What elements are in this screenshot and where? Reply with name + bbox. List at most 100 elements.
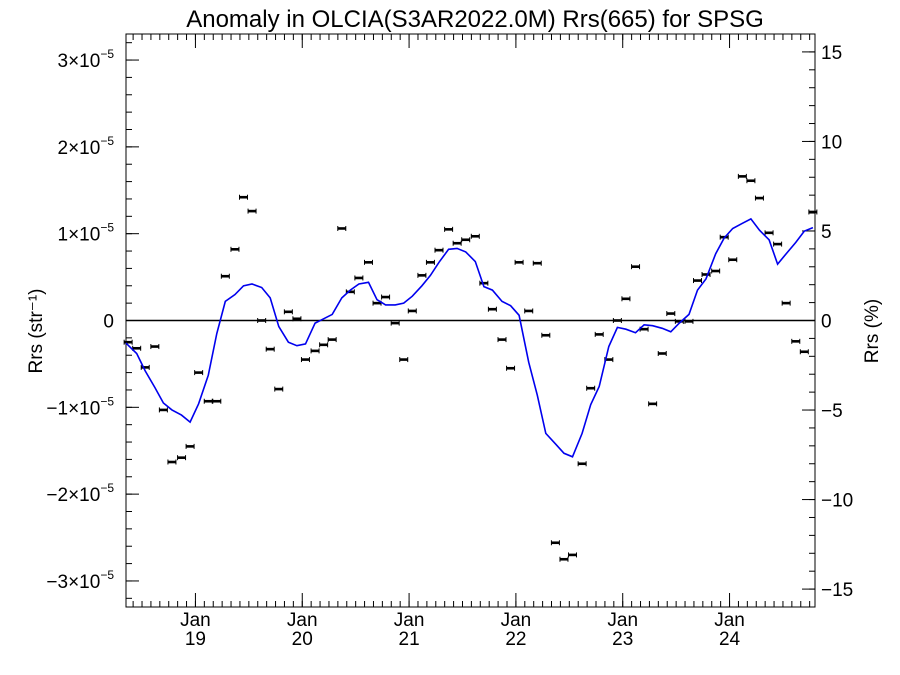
data-point [123, 339, 133, 345]
data-point [434, 247, 444, 253]
data-point-bar [230, 248, 239, 251]
data-point-bar [782, 301, 791, 305]
data-point [506, 365, 516, 371]
data-point-bar [167, 460, 176, 464]
data-point-bar [284, 310, 293, 314]
data-point [310, 348, 320, 354]
data-point [532, 260, 542, 266]
data-point [541, 332, 551, 338]
data-point-bar [124, 340, 133, 344]
data-point [425, 259, 435, 265]
data-point-bar [524, 309, 533, 313]
data-point [559, 556, 569, 562]
y-right-tick-label: 10 [821, 132, 842, 153]
data-point-bar [586, 386, 595, 390]
data-point [257, 318, 267, 323]
data-point-bar [177, 456, 186, 459]
y-left-tick-label: 1×10−5 [58, 221, 115, 246]
y-axis-label-left-group: Rrs (str⁻¹) [26, 289, 47, 374]
data-point [300, 357, 310, 363]
data-point [684, 318, 694, 324]
y-left-tick-label: −3×10−5 [46, 568, 114, 593]
data-point-bar [373, 301, 382, 305]
data-point-bar [711, 269, 720, 273]
data-point [692, 278, 702, 284]
data-point-bar [791, 340, 800, 343]
data-point [407, 308, 417, 314]
data-point-bar [212, 399, 221, 403]
data-point-bar [515, 261, 524, 264]
data-point-bar [408, 309, 417, 313]
y-left-tick-label: 3×10−5 [58, 47, 115, 72]
data-point [177, 455, 187, 461]
data-point [594, 331, 604, 337]
plot-area: 3×10−5 2×10−5 1×10−5 0 −1×10−5 −2×10−5 −3×10−5… [46, 33, 853, 650]
data-point-bar [248, 209, 257, 213]
data-point [648, 401, 658, 407]
data-point [479, 280, 489, 286]
data-point [185, 443, 195, 449]
data-point [444, 226, 454, 232]
data-point [140, 364, 150, 370]
data-point [737, 173, 747, 179]
data-point-bar [702, 273, 711, 276]
data-point [764, 230, 774, 236]
y-axis-label-right-group: Rrs (%) [862, 299, 883, 363]
data-point-bar [194, 371, 203, 374]
x-tick-label-month: Jan [501, 610, 532, 631]
data-point-bar [559, 557, 568, 561]
data-point-bar [658, 352, 667, 355]
y-right-tick-label: −15 [821, 580, 853, 601]
data-point-bar [292, 317, 301, 321]
data-point [808, 209, 818, 215]
data-point-bar [399, 358, 408, 361]
data-point [711, 268, 721, 274]
data-point [612, 318, 622, 323]
data-point [390, 320, 400, 326]
data-point-bar [773, 242, 782, 246]
data-point [417, 272, 427, 278]
data-point [631, 264, 641, 270]
data-point-bar [239, 195, 248, 199]
data-point-bar [755, 196, 764, 200]
data-point-bar [204, 399, 213, 403]
data-point [701, 271, 711, 277]
data-point-bar [738, 175, 747, 178]
x-tick-label-year: 24 [719, 629, 741, 650]
data-point [230, 246, 240, 252]
data-point-bar [346, 290, 355, 294]
data-point [781, 300, 791, 306]
y-axis-label-left: Rrs (str⁻¹) [26, 289, 47, 374]
data-point-bar [765, 231, 774, 235]
data-point-bar [568, 553, 577, 557]
data-point-bar [808, 210, 817, 214]
y-right-tick-label: −10 [821, 491, 853, 512]
data-point [514, 259, 524, 265]
data-point [461, 237, 471, 243]
data-point [203, 398, 213, 404]
data-point-bar [604, 358, 613, 361]
data-point-bar [684, 320, 693, 323]
data-point-bar [257, 319, 266, 322]
data-point [586, 385, 596, 391]
y-left-tick-label: 2×10−5 [58, 134, 115, 159]
data-point-bar [488, 307, 497, 311]
smoothed-line [125, 217, 814, 458]
data-point [470, 233, 480, 239]
data-point [265, 346, 275, 352]
data-point-bar [159, 408, 168, 412]
chart-title: Anomaly in OLCIA(S3AR2022.0M) Rrs(665) f… [186, 6, 764, 33]
data-point-bar [666, 312, 675, 315]
data-point [657, 350, 667, 356]
y-right-tick-label: 15 [821, 43, 842, 64]
data-point [577, 461, 587, 467]
data-point-bar [471, 234, 480, 238]
data-point-bar [675, 320, 684, 323]
data-point [247, 208, 257, 214]
x-tick-label-year: 21 [399, 629, 420, 650]
data-point-bar [311, 349, 320, 353]
data-point-bar [613, 319, 622, 322]
x-tick-label-year: 23 [612, 629, 633, 650]
data-point [399, 357, 409, 363]
y-left-tick-label: 0 [103, 312, 114, 333]
